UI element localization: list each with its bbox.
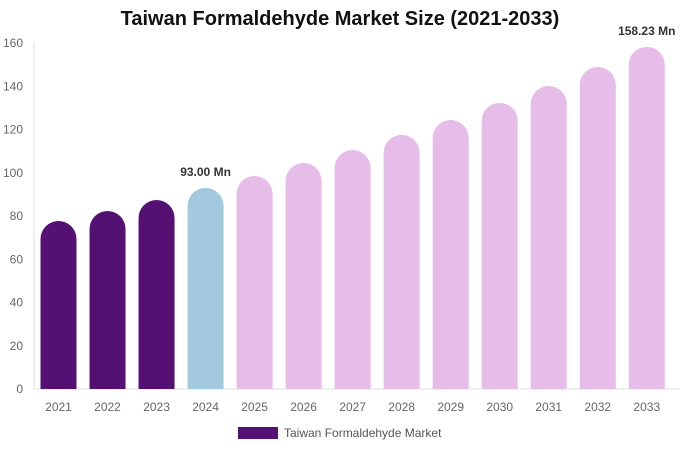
x-tick-label: 2021 [45, 400, 72, 414]
legend-label: Taiwan Formaldehyde Market [284, 426, 442, 440]
x-tick-label: 2029 [437, 400, 464, 414]
y-tick-label: 100 [3, 166, 23, 180]
bar-2033 [628, 46, 665, 389]
bar-2029 [432, 119, 469, 390]
bar-2026 [285, 163, 322, 389]
bar-2030 [481, 102, 518, 390]
y-tick-label: 160 [3, 36, 23, 50]
x-tick-label: 2024 [192, 400, 219, 414]
bar-2024 [187, 187, 224, 389]
bar-2032 [579, 67, 616, 389]
data-label: 93.00 Mn [180, 165, 231, 179]
y-tick-label: 20 [10, 339, 24, 353]
x-tick-label: 2025 [241, 400, 268, 414]
x-tick-label: 2030 [486, 400, 513, 414]
bar-chart: 0 20 40 60 80 100 120 140 160 2021 2022 2023 2024 93.… [3, 24, 680, 414]
legend-swatch [238, 427, 278, 439]
y-tick-label: 120 [3, 123, 23, 137]
y-tick-label: 0 [16, 382, 23, 396]
chart-title: Taiwan Formaldehyde Market Size (2021-20… [120, 8, 560, 30]
bar-2025 [236, 175, 273, 389]
legend[interactable]: Taiwan Formaldehyde Market [238, 426, 441, 440]
bar-2027 [334, 150, 371, 389]
x-tick-label: 2028 [388, 400, 415, 414]
x-tick-label: 2022 [94, 400, 121, 414]
bar-2028 [383, 134, 420, 389]
y-tick-label: 40 [10, 296, 24, 310]
bar-2022 [89, 211, 126, 389]
bar-2021 [40, 220, 77, 389]
y-tick-label: 60 [10, 252, 24, 266]
x-tick-label: 2026 [290, 400, 317, 414]
x-tick-label: 2027 [339, 400, 366, 414]
bar-2031 [530, 86, 567, 389]
x-tick-label: 2023 [143, 400, 170, 414]
y-tick-label: 80 [10, 209, 24, 223]
y-tick-label: 140 [3, 79, 23, 93]
x-tick-label: 2033 [633, 400, 660, 414]
data-label: 158.23 Mn [618, 24, 675, 38]
x-tick-label: 2032 [584, 400, 611, 414]
bar-2023 [138, 199, 175, 389]
x-tick-label: 2031 [535, 400, 562, 414]
